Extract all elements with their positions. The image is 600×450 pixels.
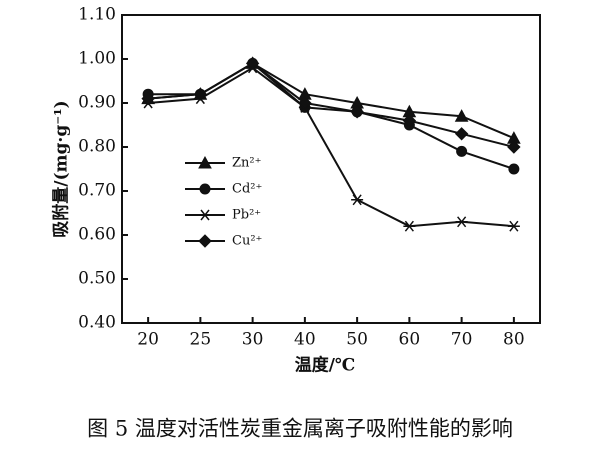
point — [456, 145, 468, 157]
point — [454, 127, 469, 141]
point — [454, 109, 469, 122]
x-tick-label: 40 — [294, 330, 316, 350]
legend-label: Pb²⁺ — [232, 208, 261, 223]
legend-marker — [198, 155, 212, 169]
point — [193, 87, 208, 101]
point — [507, 220, 520, 232]
y-tick-label: 1.10 — [78, 5, 116, 25]
series-line — [148, 66, 514, 228]
plot-frame — [121, 14, 541, 324]
y-axis-label: 吸附量/(mg·g⁻¹) — [51, 100, 72, 237]
x-tick-label: 50 — [346, 330, 368, 350]
point — [403, 220, 416, 232]
y-tick-label: 0.90 — [78, 93, 116, 113]
x-tick-label: 80 — [503, 330, 525, 350]
point — [350, 105, 364, 119]
legend-marker — [198, 234, 212, 248]
y-tick-label: 0.50 — [78, 269, 116, 289]
y-tick-label: 1.00 — [78, 49, 116, 69]
x-tick-label: 60 — [399, 330, 421, 350]
legend-marker — [199, 183, 211, 195]
x-axis-label: 温度/℃ — [295, 355, 356, 376]
y-tick-label: 0.80 — [78, 137, 116, 157]
legend-label: Cu²⁺ — [232, 234, 262, 249]
series-line — [148, 62, 515, 148]
legend-label: Cd²⁺ — [232, 182, 262, 197]
legend-label: Zn²⁺ — [232, 156, 261, 171]
point — [245, 56, 260, 71]
x-tick-label: 20 — [137, 330, 159, 350]
y-tick-label: 0.70 — [78, 181, 116, 201]
legend-marker — [199, 209, 211, 221]
x-tick-label: 30 — [242, 330, 264, 350]
point — [141, 91, 155, 106]
point — [455, 216, 468, 228]
point — [402, 113, 417, 128]
point — [298, 96, 312, 110]
x-tick-label: 70 — [451, 330, 473, 350]
point — [507, 140, 521, 154]
point — [508, 163, 520, 175]
caption: 图 5 温度对活性炭重金属离子吸附性能的影响 — [87, 417, 513, 441]
y-tick-label: 0.40 — [78, 313, 116, 333]
point — [351, 194, 364, 206]
x-tick-label: 25 — [190, 330, 212, 350]
y-tick-label: 0.60 — [78, 225, 116, 245]
